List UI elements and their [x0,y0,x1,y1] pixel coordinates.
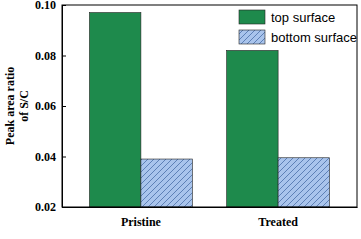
y-tick-mark [62,106,66,107]
x-tick: Treated [258,207,298,229]
y-tick: 0.08 [35,49,66,63]
bar [141,159,192,207]
legend-label: top surface [271,10,335,25]
y-axis: 0.02 0.04 0.06 0.08 0.10 [35,0,66,214]
y-tick: 0.02 [35,200,66,214]
y-axis-title-line: of S/C [17,90,31,122]
bar [278,158,329,207]
y-tick: 0.04 [35,150,66,164]
y-tick-mark [62,157,66,158]
y-tick-label: 0.06 [35,99,56,113]
y-tick-label: 0.04 [35,150,56,164]
legend: top surface bottom surface [239,10,357,45]
legend-swatch [239,30,265,44]
x-tick-label: Treated [258,215,298,229]
y-axis-title-line: Peak area ratio [3,67,17,145]
y-tick-label: 0.10 [35,0,56,12]
x-axis: Pristine Treated [63,207,358,229]
legend-label: bottom surface [271,30,357,45]
bar [227,50,278,207]
plot-area: 0.02 0.04 0.06 0.08 0.10 Pristine Treated top s… [35,0,358,229]
bar [89,13,140,207]
y-tick: 0.10 [35,0,66,12]
chart: 0.02 0.04 0.06 0.08 0.10 Pristine Treated top s… [0,0,361,239]
y-tick-label: 0.08 [35,49,56,63]
plot-frame [62,5,357,207]
x-axis-line [63,207,358,208]
y-tick-label: 0.02 [35,200,56,214]
y-tick-mark [62,5,66,6]
y-tick-mark [62,56,66,57]
legend-entry: top surface [239,10,335,25]
y-tick: 0.06 [35,99,66,113]
y-axis-title: Peak area ratioof S/C [3,67,31,145]
x-tick: Pristine [121,207,162,229]
legend-entry: bottom surface [239,30,357,45]
legend-swatch [239,10,265,24]
x-tick-label: Pristine [121,215,162,229]
